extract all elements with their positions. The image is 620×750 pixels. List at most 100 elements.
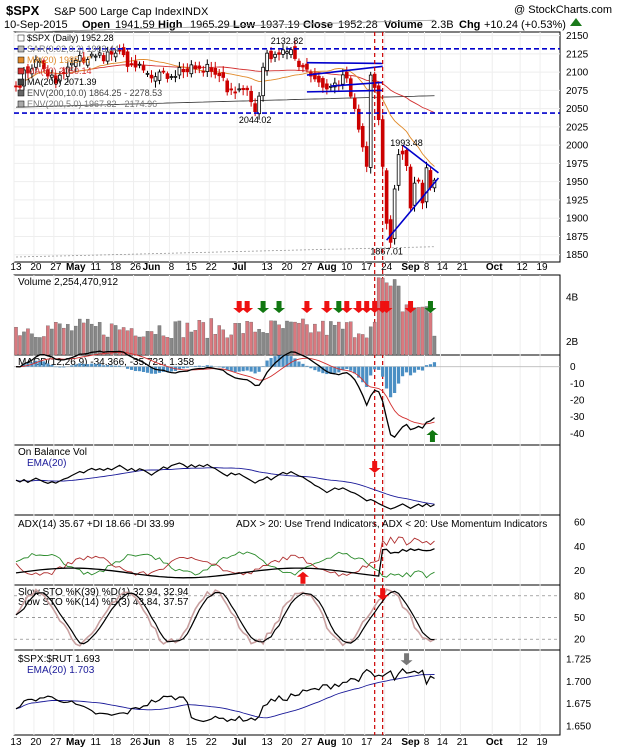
- macd-histogram-bar: [102, 365, 106, 367]
- candle-body: [261, 66, 265, 97]
- candle-body: [241, 88, 245, 90]
- candle-body: [145, 72, 150, 75]
- candle-body: [301, 64, 305, 68]
- macd-histogram-bar: [241, 366, 245, 372]
- x-tick-label-bottom: 19: [537, 737, 549, 748]
- candle-body: [257, 95, 261, 115]
- candle-body: [46, 69, 50, 77]
- ma20-line: [15, 58, 435, 167]
- legend-label: ENV(200,10.0) 1864.25 - 2278.53: [27, 88, 162, 98]
- x-tick-label-top: 24: [381, 262, 393, 273]
- macd-histogram-bar: [389, 366, 393, 398]
- chg-value: +10.24 (+0.53%): [484, 19, 566, 31]
- candle-body: [213, 68, 218, 75]
- macd-histogram-bar: [209, 365, 213, 367]
- macd-histogram-bar: [201, 366, 205, 367]
- volume-bar: [173, 321, 178, 356]
- macd-histogram-bar: [50, 364, 54, 367]
- x-tick-label-bottom: Jun: [143, 737, 161, 748]
- volume-bar: [78, 318, 82, 356]
- macd-histogram-bar: [424, 365, 429, 367]
- volume-bar: [309, 332, 313, 356]
- x-tick-label-top: Jun: [143, 262, 161, 273]
- candle-body: [149, 74, 154, 79]
- macd-histogram-bar: [400, 366, 405, 377]
- macd-histogram-bar: [305, 365, 309, 367]
- macd-histogram-bar: [133, 366, 138, 372]
- volume-bar: [372, 321, 377, 356]
- volume-bar: [34, 337, 38, 356]
- volume-bar: [329, 321, 333, 356]
- x-tick-label-top: Jul: [232, 262, 247, 273]
- volume-bar: [105, 336, 110, 356]
- close-label: Close: [303, 19, 333, 31]
- volume-bar: [376, 277, 381, 356]
- candle-body: [344, 71, 349, 79]
- minus-di-line: [15, 536, 435, 577]
- macd-histogram-bar: [197, 365, 201, 367]
- macd-histogram-bar: [221, 366, 225, 368]
- volume-bar: [197, 320, 202, 356]
- x-tick-label-bottom: 17: [361, 737, 373, 748]
- x-tick-label-bottom: 13: [10, 737, 22, 748]
- volume-bar: [245, 321, 249, 356]
- y-tick-label: 40: [574, 542, 586, 553]
- x-tick-label-bottom: 20: [30, 737, 42, 748]
- envelope-lower-line: [15, 246, 435, 258]
- obv-arrow: [368, 461, 381, 473]
- candle-body: [420, 182, 425, 204]
- volume-arrow: [257, 301, 270, 313]
- candle-body: [368, 74, 373, 168]
- candle-body: [50, 74, 54, 78]
- panel-title: ADX(14) 35.67 +DI 18.66 -DI 33.99: [18, 519, 175, 530]
- candle-body: [18, 85, 22, 88]
- volume-bar: [229, 334, 233, 356]
- volume-arrow: [380, 301, 393, 313]
- volume-bar: [416, 307, 421, 356]
- x-tick-label-bottom: 12: [517, 737, 529, 748]
- volume-bar: [345, 322, 349, 356]
- candle-body: [77, 55, 82, 62]
- volume-bar: [18, 335, 22, 356]
- macd-histogram-bar: [38, 360, 42, 367]
- x-tick-label-top: 20: [281, 262, 293, 273]
- y-tick-label: 20: [574, 566, 586, 577]
- x-tick-label-bottom: 27: [301, 737, 313, 748]
- low-label: Low: [233, 19, 255, 31]
- panel-title: $SPX:$RUT 1.693: [18, 654, 101, 665]
- y-tick-label: 2150: [566, 31, 589, 42]
- candle-body: [133, 60, 138, 68]
- macd-histogram-bar: [106, 365, 110, 367]
- volume-bar: [305, 324, 309, 356]
- ratio-arrow: [400, 653, 413, 666]
- volume-bar: [337, 321, 341, 356]
- macd-histogram-bar: [333, 366, 337, 373]
- y-tick-label: 4B: [566, 293, 579, 304]
- macd-histogram-bar: [285, 355, 289, 367]
- volume-arrow: [241, 301, 254, 313]
- volume-arrow: [424, 301, 437, 313]
- volume-bar: [38, 337, 42, 356]
- volume-bar: [269, 320, 273, 356]
- macd-histogram-bar: [329, 366, 333, 374]
- macd-histogram-bar: [205, 365, 209, 367]
- volume-bar: [97, 322, 102, 356]
- y-tick-label: -20: [570, 396, 585, 407]
- macd-histogram-bar: [114, 365, 118, 367]
- volume-bar: [388, 285, 393, 356]
- volume-bar: [325, 334, 329, 356]
- candle-body: [249, 90, 253, 103]
- candle-body: [233, 91, 237, 94]
- volume-bar: [213, 334, 218, 356]
- candle-body: [157, 71, 162, 81]
- y-tick-label: 2025: [566, 122, 589, 133]
- sto14-line: [15, 588, 435, 647]
- volume-bar: [117, 329, 122, 356]
- y-tick-label: -40: [570, 429, 585, 440]
- volume-bar: [364, 337, 369, 356]
- volume-bar: [428, 312, 433, 356]
- candle-body: [376, 85, 381, 121]
- macd-histogram-bar: [118, 365, 122, 367]
- candle-body: [305, 63, 309, 70]
